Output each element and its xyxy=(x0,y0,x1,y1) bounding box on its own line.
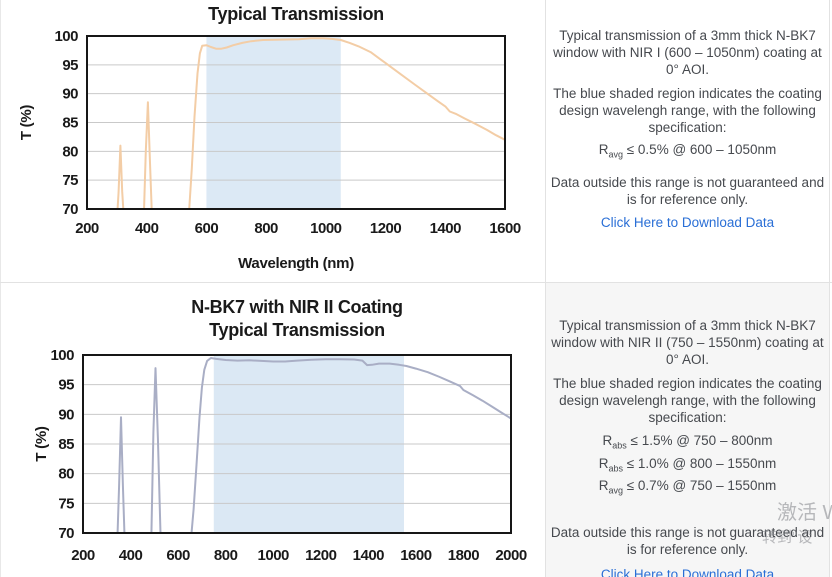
x-tick-label: 200 xyxy=(71,547,95,564)
x-tick-label: 600 xyxy=(166,547,190,564)
y-tick-label: 85 xyxy=(58,436,74,453)
transmission-chart-nir1: 70 75 80 85 90 95 100 200 400 600 800 1000 1200 1400 1… xyxy=(18,4,521,272)
description-panel-nir2: Typical transmission of a 3mm thick N-BK… xyxy=(546,283,829,577)
y-tick-label: 75 xyxy=(62,172,78,189)
transmission-chart-nir2: 70 75 80 85 90 95 100 200 400 600 800 1000 1200 1400 1… xyxy=(33,297,527,564)
chart-panel-nir2: 70 75 80 85 90 95 100 200 400 600 800 1000 1200 1400 1… xyxy=(0,283,545,577)
x-tick-label: 1000 xyxy=(310,220,342,237)
description-paragraph: The blue shaded region indicates the coa… xyxy=(553,376,822,425)
spec-line: Ravg ≤ 0.7% @ 750 – 1550nm xyxy=(551,477,825,500)
plot-border xyxy=(82,354,512,534)
x-tick-label: 600 xyxy=(195,220,219,237)
spec-line: Ravg ≤ 0.5% @ 600 – 1050nm xyxy=(551,141,825,164)
y-tick-label: 95 xyxy=(58,377,74,394)
spec-symbol: R xyxy=(598,142,609,157)
right-border-line xyxy=(829,0,830,577)
x-axis-label: Wavelength (nm) xyxy=(238,255,354,272)
y-tick-label: 80 xyxy=(62,143,78,160)
chart-panel-nir1: 70 75 80 85 90 95 100 200 400 600 800 1000 1200 1400 1… xyxy=(0,0,545,282)
spec-line: Rabs ≤ 1.0% @ 800 – 1550nm xyxy=(551,455,825,478)
x-tick-label: 1400 xyxy=(430,220,462,237)
plot-border xyxy=(86,35,506,210)
spec-symbol: R xyxy=(598,455,609,471)
x-tick-label: 200 xyxy=(75,220,99,237)
y-tick-label: 80 xyxy=(58,466,74,483)
spec-line: Rabs ≤ 1.5% @ 750 – 800nm xyxy=(551,432,825,455)
y-tick-label: 90 xyxy=(58,406,74,423)
y-tick-label: 100 xyxy=(54,28,78,45)
chart-title: N-BK7 with NIR II Coating xyxy=(191,297,403,317)
y-tick-label: 100 xyxy=(50,347,74,364)
x-tick-label: 400 xyxy=(119,547,143,564)
x-tick-label: 1600 xyxy=(400,547,432,564)
spec-subscript: avg xyxy=(608,149,624,160)
x-tick-label: 1200 xyxy=(305,547,337,564)
spec-condition: ≤ 1.0% @ 800 – 1550nm xyxy=(623,455,777,471)
y-tick-label: 75 xyxy=(58,495,74,512)
y-tick-label: 70 xyxy=(58,525,74,542)
x-tick-label: 400 xyxy=(135,220,159,237)
x-tick-label: 800 xyxy=(214,547,238,564)
y-axis-label: T (%) xyxy=(18,105,35,140)
description-paragraph: The blue shaded region indicates the coa… xyxy=(553,86,822,135)
y-tick-label: 85 xyxy=(62,115,78,132)
spec-subscript: abs xyxy=(612,440,627,451)
x-tick-label: 2000 xyxy=(495,547,527,564)
description-paragraph: Data outside this range is not guarantee… xyxy=(550,174,825,207)
transmission-curve xyxy=(116,357,511,533)
spec-subscript: avg xyxy=(608,486,624,497)
vertical-divider xyxy=(545,0,546,577)
x-tick-label: 1800 xyxy=(448,547,480,564)
spec-block: Rabs ≤ 1.5% @ 750 – 800nm Rabs ≤ 1.0% @ … xyxy=(551,432,825,500)
y-tick-label: 95 xyxy=(62,57,78,74)
spec-block: Ravg ≤ 0.5% @ 600 – 1050nm xyxy=(551,141,825,164)
x-tick-label: 800 xyxy=(254,220,278,237)
chart-title: Typical Transmission xyxy=(208,4,384,24)
spec-subscript: abs xyxy=(608,463,624,474)
download-data-link[interactable]: Click Here to Download Data xyxy=(600,567,775,577)
left-border-line xyxy=(0,0,1,577)
x-tick-label: 1000 xyxy=(258,547,290,564)
transmission-curve xyxy=(116,37,505,209)
horizontal-divider xyxy=(0,282,832,283)
x-tick-label: 1600 xyxy=(489,220,521,237)
spec-symbol: R xyxy=(598,478,609,494)
y-tick-label: 70 xyxy=(62,201,78,218)
y-axis-label: T (%) xyxy=(33,426,50,461)
spec-condition: ≤ 0.5% @ 600 – 1050nm xyxy=(623,142,777,157)
description-panel-nir1: Typical transmission of a 3mm thick N-BK… xyxy=(546,0,829,282)
download-data-link[interactable]: Click Here to Download Data xyxy=(600,214,775,230)
description-paragraph: Typical transmission of a 3mm thick N-BK… xyxy=(551,318,824,367)
spec-condition: ≤ 1.5% @ 750 – 800nm xyxy=(626,433,773,448)
x-tick-label: 1200 xyxy=(370,220,402,237)
y-tick-label: 90 xyxy=(62,86,78,103)
spec-symbol: R xyxy=(602,433,613,448)
x-tick-label: 1400 xyxy=(353,547,385,564)
description-paragraph: Typical transmission of a 3mm thick N-BK… xyxy=(553,28,822,77)
spec-condition: ≤ 0.7% @ 750 – 1550nm xyxy=(623,478,777,494)
description-paragraph: Data outside this range is not guarantee… xyxy=(550,525,825,558)
chart-title: Typical Transmission xyxy=(209,320,385,340)
